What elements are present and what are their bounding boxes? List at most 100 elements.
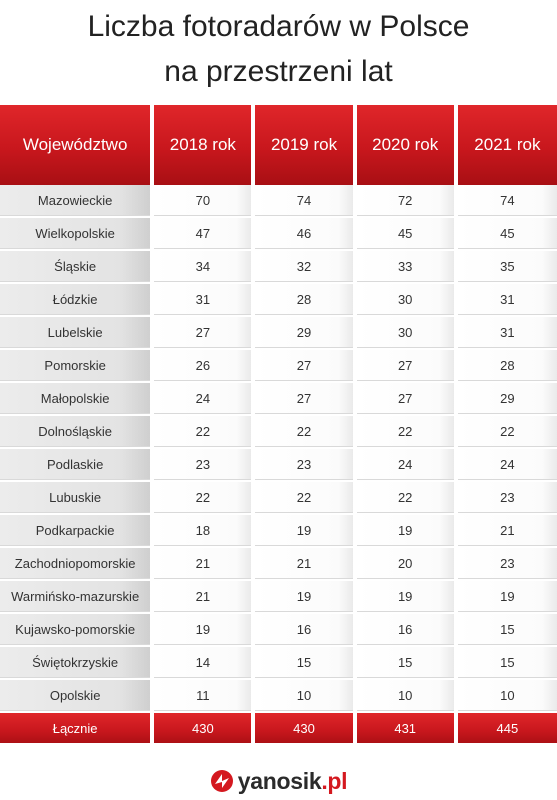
row-value-cell: 31	[455, 316, 557, 350]
row-value-cell: 27	[253, 349, 357, 383]
total-label: Łącznie	[0, 712, 155, 743]
row-value-cell: 16	[253, 613, 357, 647]
row-value-cell: 74	[455, 185, 557, 218]
table-row: Podlaskie 23 23 24 24	[0, 448, 557, 482]
row-value-cell: 34	[152, 250, 256, 284]
row-value-cell: 72	[354, 185, 458, 218]
title-line-2: na przestrzeni lat	[164, 55, 393, 88]
row-value-cell: 47	[152, 217, 256, 251]
row-value-cell: 19	[455, 580, 557, 614]
row-voivodeship-name: Łódzkie	[0, 283, 155, 317]
row-value-cell: 22	[455, 415, 557, 449]
row-value-cell: 45	[455, 217, 557, 251]
row-value-cell: 24	[455, 448, 557, 482]
row-voivodeship-name: Pomorskie	[0, 349, 155, 383]
total-row: Łącznie 430 430 431 445	[0, 712, 557, 743]
row-value-cell: 22	[253, 481, 357, 515]
row-value-cell: 31	[455, 283, 557, 317]
brand-tld: .pl	[321, 767, 348, 794]
table-row: Lubelskie 27 29 30 31	[0, 316, 557, 350]
row-value-cell: 22	[152, 481, 256, 515]
row-value-cell: 15	[354, 646, 458, 680]
brand-logo: yanosik.pl	[0, 762, 557, 800]
row-value-cell: 24	[354, 448, 458, 482]
row-value-cell: 27	[152, 316, 256, 350]
row-value-cell: 70	[152, 185, 256, 218]
row-value-cell: 15	[455, 646, 557, 680]
row-voivodeship-name: Kujawsko-pomorskie	[0, 613, 155, 647]
row-value-cell: 32	[253, 250, 357, 284]
row-voivodeship-name: Śląskie	[0, 250, 155, 284]
row-voivodeship-name: Mazowieckie	[0, 185, 155, 218]
row-value-cell: 22	[354, 481, 458, 515]
row-voivodeship-name: Podlaskie	[0, 448, 155, 482]
row-value-cell: 22	[152, 415, 256, 449]
row-value-cell: 35	[455, 250, 557, 284]
row-value-cell: 28	[455, 349, 557, 383]
row-value-cell: 30	[354, 283, 458, 317]
header-year-2019: 2019 rok	[253, 105, 357, 185]
page-title: Liczba fotoradarów w Polsce na przestrze…	[0, 4, 557, 94]
row-value-cell: 19	[152, 613, 256, 647]
row-voivodeship-name: Wielkopolskie	[0, 217, 155, 251]
row-value-cell: 74	[253, 185, 357, 218]
table-row: Świętokrzyskie 14 15 15 15	[0, 646, 557, 680]
row-value-cell: 27	[354, 382, 458, 416]
row-value-cell: 19	[354, 580, 458, 614]
row-voivodeship-name: Dolnośląskie	[0, 415, 155, 449]
yanosik-logo-icon	[210, 770, 233, 792]
row-value-cell: 27	[354, 349, 458, 383]
header-year-2021: 2021 rok	[455, 105, 557, 185]
brand-name: yanosik.pl	[238, 768, 348, 795]
row-voivodeship-name: Opolskie	[0, 679, 155, 713]
row-value-cell: 21	[152, 580, 256, 614]
table-row: Podkarpackie 18 19 19 21	[0, 514, 557, 548]
row-voivodeship-name: Lubelskie	[0, 316, 155, 350]
row-value-cell: 23	[455, 547, 557, 581]
table-row: Warmińsko-mazurskie 21 19 19 19	[0, 580, 557, 614]
row-value-cell: 19	[253, 514, 357, 548]
speed-camera-table: Województwo 2018 rok 2019 rok 2020 rok 2…	[0, 105, 557, 743]
row-value-cell: 46	[253, 217, 357, 251]
row-value-cell: 19	[253, 580, 357, 614]
total-2018: 430	[152, 712, 256, 743]
table-row: Dolnośląskie 22 22 22 22	[0, 415, 557, 449]
row-value-cell: 22	[253, 415, 357, 449]
title-line-1: Liczba fotoradarów w Polsce	[87, 10, 470, 43]
row-value-cell: 10	[455, 679, 557, 713]
row-value-cell: 23	[152, 448, 256, 482]
row-voivodeship-name: Warmińsko-mazurskie	[0, 580, 155, 614]
row-value-cell: 33	[354, 250, 458, 284]
row-value-cell: 23	[253, 448, 357, 482]
row-value-cell: 11	[152, 679, 256, 713]
table-row: Łódzkie 31 28 30 31	[0, 283, 557, 317]
table-row: Opolskie 11 10 10 10	[0, 679, 557, 713]
row-value-cell: 10	[354, 679, 458, 713]
table-row: Pomorskie 26 27 27 28	[0, 349, 557, 383]
row-value-cell: 28	[253, 283, 357, 317]
total-2021: 445	[455, 712, 557, 743]
table-header-row: Województwo 2018 rok 2019 rok 2020 rok 2…	[0, 105, 557, 185]
total-2019: 430	[253, 712, 357, 743]
row-value-cell: 10	[253, 679, 357, 713]
row-value-cell: 16	[354, 613, 458, 647]
row-value-cell: 30	[354, 316, 458, 350]
row-value-cell: 29	[455, 382, 557, 416]
row-value-cell: 19	[354, 514, 458, 548]
row-voivodeship-name: Świętokrzyskie	[0, 646, 155, 680]
table-row: Małopolskie 24 27 27 29	[0, 382, 557, 416]
row-value-cell: 24	[152, 382, 256, 416]
table-row: Kujawsko-pomorskie 19 16 16 15	[0, 613, 557, 647]
row-value-cell: 14	[152, 646, 256, 680]
row-value-cell: 45	[354, 217, 458, 251]
row-voivodeship-name: Podkarpackie	[0, 514, 155, 548]
row-voivodeship-name: Zachodniopomorskie	[0, 547, 155, 581]
row-value-cell: 22	[354, 415, 458, 449]
table-row: Mazowieckie 70 74 72 74	[0, 185, 557, 218]
table-row: Wielkopolskie 47 46 45 45	[0, 217, 557, 251]
header-voivodeship: Województwo	[0, 105, 155, 185]
row-value-cell: 20	[354, 547, 458, 581]
row-value-cell: 23	[455, 481, 557, 515]
row-value-cell: 15	[253, 646, 357, 680]
row-voivodeship-name: Małopolskie	[0, 382, 155, 416]
